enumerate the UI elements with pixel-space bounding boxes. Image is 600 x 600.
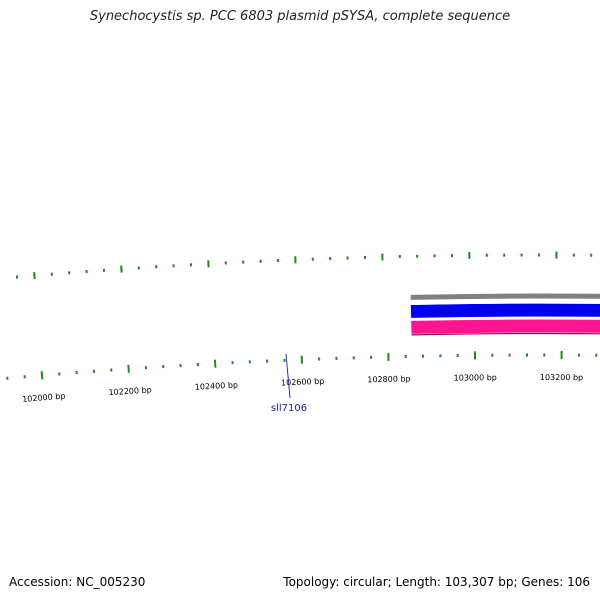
scale-label: 102000 bp — [22, 391, 66, 403]
sequence-rings — [410, 293, 600, 336]
scale-label: 102200 bp — [108, 385, 152, 397]
ring-separator — [410, 302, 600, 305]
scale-label: 102400 bp — [195, 380, 239, 391]
map-title: Synechocystis sp. PCC 6803 plasmid pSYSA… — [89, 9, 511, 24]
reverse-strand-ring[interactable] — [411, 319, 600, 334]
scale-label: 102800 bp — [367, 374, 410, 384]
gc-tick — [33, 272, 36, 280]
accession-label: Accession: NC_005230 — [9, 575, 146, 589]
outer-grey-ring — [410, 293, 600, 300]
topology-summary: Topology: circular; Length: 103,307 bp; … — [283, 575, 590, 589]
scale-label: 102600 bp — [281, 377, 325, 388]
scale-major-tick — [127, 364, 130, 373]
scale-label: 103200 bp — [540, 373, 583, 382]
gc-content-ticks — [15, 251, 593, 280]
gene-labels: sll7106 — [271, 353, 307, 414]
gene-label-line — [285, 353, 291, 399]
forward-strand-ring[interactable] — [410, 303, 600, 318]
scale-labels: 102000 bp 102200 bp 102400 bp 102600 bp 1028… — [22, 373, 583, 404]
scale-label: 103000 bp — [454, 373, 497, 382]
scale-major-tick — [40, 371, 44, 380]
reverse-strand-edge — [411, 332, 600, 336]
gene-label[interactable]: sll7106 — [271, 403, 307, 414]
scale-ticks — [6, 351, 598, 380]
